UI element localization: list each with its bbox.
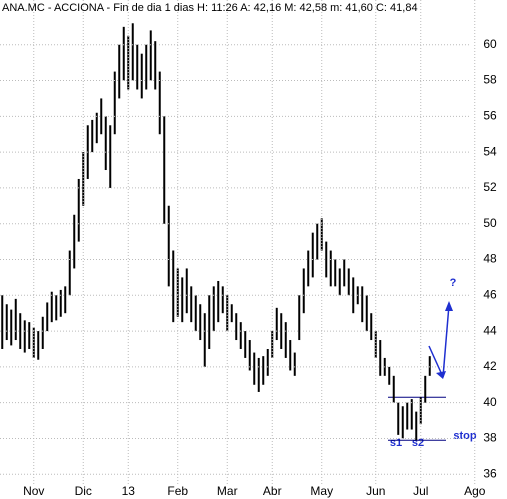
annotation: ? [450, 277, 457, 289]
chart-title: ANA.MC - ACCIONA - Fin de dia 1 dias H: … [2, 2, 418, 14]
annotation: stop [453, 430, 477, 442]
y-tick-label: 36 [483, 466, 497, 480]
x-tick-label: Nov [23, 484, 44, 498]
arrow-up [442, 304, 450, 378]
y-tick-label: 60 [483, 37, 497, 51]
arrow-head [436, 371, 446, 379]
x-tick-label: May [310, 484, 333, 498]
x-tick-label: Feb [167, 484, 188, 498]
y-tick-label: 54 [483, 144, 497, 158]
y-tick-label: 46 [483, 287, 497, 301]
x-tick-label: Abr [263, 484, 282, 498]
x-tick-label: Dic [75, 484, 92, 498]
y-tick-label: 52 [483, 180, 497, 194]
x-tick-label: 13 [122, 484, 136, 498]
y-tick-label: 58 [483, 73, 497, 87]
y-tick-label: 44 [483, 323, 497, 337]
annotation: s2 [412, 437, 424, 449]
y-tick-label: 50 [483, 216, 497, 230]
y-tick-label: 40 [483, 395, 497, 409]
x-tick-label: Ago [464, 484, 486, 498]
x-tick-label: Mar [217, 484, 238, 498]
x-tick-label: Jun [366, 484, 385, 498]
arrow-head [445, 301, 453, 311]
y-tick-label: 48 [483, 252, 497, 266]
y-tick-label: 56 [483, 109, 497, 123]
arrow-down [428, 345, 444, 378]
x-tick-label: Jul [413, 484, 428, 498]
y-tick-label: 38 [483, 431, 497, 445]
y-tick-label: 42 [483, 359, 497, 373]
